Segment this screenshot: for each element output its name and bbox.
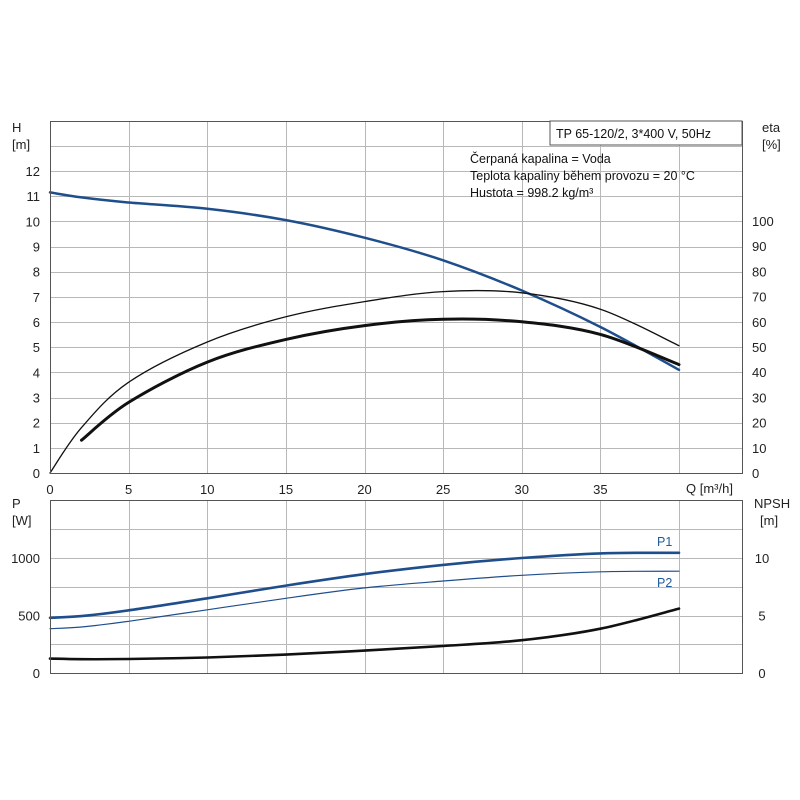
head-tick-label: 6 xyxy=(33,315,40,330)
bottom-plot-frame xyxy=(50,500,743,674)
eta-tick-label: 100 xyxy=(752,214,774,229)
title-box xyxy=(549,120,743,146)
info-line-liquid: Čerpaná kapalina = Voda xyxy=(470,151,611,166)
series-label-p2: P2 xyxy=(657,576,672,590)
head-tick-label: 1 xyxy=(33,441,40,456)
head-tick-label: 4 xyxy=(33,365,40,380)
info-line-density: Hustota = 998.2 kg/m³ xyxy=(470,186,593,200)
npsh-curve xyxy=(48,607,681,661)
head-tick-label: 3 xyxy=(33,391,40,406)
npsh-tick-label: 5 xyxy=(758,609,765,624)
top-plot-frame xyxy=(50,121,743,474)
power-axis-unit: [W] xyxy=(12,513,32,528)
eta-tick-label: 10 xyxy=(752,441,766,456)
efficiency-curve-total xyxy=(80,317,681,442)
eta-tick-label: 90 xyxy=(752,239,766,254)
head-tick-label: 10 xyxy=(26,214,40,229)
flow-axis-label: Q [m³/h] xyxy=(686,481,733,496)
npsh-axis-unit: [m] xyxy=(760,513,778,528)
head-tick-label: 7 xyxy=(33,290,40,305)
x-tick-label: 20 xyxy=(357,482,371,497)
eta-tick-label: 50 xyxy=(752,340,766,355)
head-tick-label: 5 xyxy=(33,340,40,355)
head-tick-label: 8 xyxy=(33,265,40,280)
head-tick-label: 9 xyxy=(33,240,40,255)
eta-axis-label: eta xyxy=(762,120,781,135)
x-tick-label: 30 xyxy=(515,482,529,497)
series-label-p1: P1 xyxy=(657,535,672,549)
npsh-tick-label: 10 xyxy=(755,551,769,566)
curve-layer xyxy=(48,191,681,661)
chart-title: TP 65-120/2, 3*400 V, 50Hz xyxy=(556,127,711,141)
head-tick-label: 12 xyxy=(26,164,40,179)
grid-layer xyxy=(50,121,742,673)
head-tick-label: 2 xyxy=(33,416,40,431)
power-tick-label: 1000 xyxy=(11,551,40,566)
eta-tick-label: 0 xyxy=(752,466,759,481)
head-axis-label: H xyxy=(12,120,21,135)
power-axis-label: P xyxy=(12,496,21,511)
eta-tick-label: 80 xyxy=(752,264,766,279)
power-tick-label: 500 xyxy=(18,609,40,624)
npsh-axis-label: NPSH xyxy=(754,496,790,511)
head-tick-label: 0 xyxy=(33,466,40,481)
eta-tick-label: 30 xyxy=(752,390,766,405)
power-p1-curve xyxy=(48,551,681,620)
eta-tick-label: 20 xyxy=(752,416,766,431)
frame-layer xyxy=(50,121,743,674)
efficiency-curve-pump xyxy=(49,289,680,474)
x-tick-label: 5 xyxy=(125,482,132,497)
x-tick-label: 15 xyxy=(279,482,293,497)
head-curve xyxy=(48,191,681,372)
x-tick-label: 35 xyxy=(593,482,607,497)
x-tick-label: 0 xyxy=(46,482,53,497)
x-tick-label: 10 xyxy=(200,482,214,497)
eta-tick-label: 40 xyxy=(752,365,766,380)
npsh-tick-label: 0 xyxy=(758,666,765,681)
eta-axis-unit: [%] xyxy=(762,137,781,152)
eta-tick-label: 70 xyxy=(752,290,766,305)
tick-layer: 0 5 10 15 20 25 30 3501234567891011120102030405… xyxy=(11,164,774,681)
eta-tick-label: 60 xyxy=(752,315,766,330)
head-axis-unit: [m] xyxy=(12,137,30,152)
head-tick-label: 11 xyxy=(27,189,41,204)
text-layer: H [m] eta [%] Q [m³/h] TP 65-120/2, 3*40… xyxy=(12,120,790,590)
info-line-temperature: Teplota kapaliny během provozu = 20 °C xyxy=(470,169,695,183)
power-p2-curve xyxy=(49,570,680,630)
power-tick-label: 0 xyxy=(33,666,40,681)
x-tick-label: 25 xyxy=(436,482,450,497)
